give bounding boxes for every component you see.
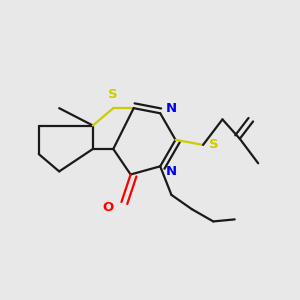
Text: S: S [109,88,118,101]
Text: O: O [103,201,114,214]
Text: N: N [166,102,177,115]
Text: N: N [166,165,177,178]
Text: S: S [209,138,219,152]
